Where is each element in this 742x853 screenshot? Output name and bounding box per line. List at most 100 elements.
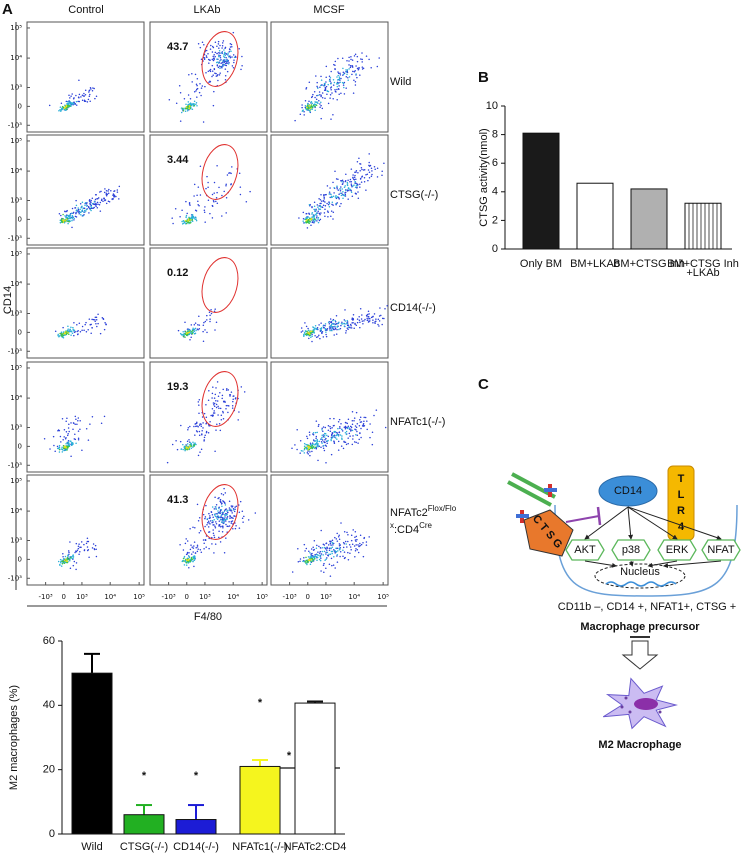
event-dot (215, 517, 218, 519)
event-dot (66, 556, 69, 559)
event-dot (303, 110, 305, 113)
event-dot (193, 104, 195, 107)
event-dot (325, 551, 327, 554)
event-dot (319, 550, 322, 553)
event-dot (220, 514, 223, 516)
event-dot (330, 453, 333, 456)
event-dot (166, 461, 169, 464)
event-dot (325, 85, 328, 88)
event-dot (75, 550, 77, 552)
event-dot (378, 315, 381, 317)
event-dot (305, 212, 307, 215)
event-dot (69, 328, 71, 331)
event-dot (215, 321, 218, 323)
event-dot (243, 391, 246, 393)
event-dot (338, 93, 340, 96)
event-dot (368, 164, 370, 167)
event-dot (226, 387, 228, 390)
event-dot (77, 437, 80, 439)
event-dot (307, 327, 309, 330)
event-dot (225, 183, 227, 186)
event-dot (203, 436, 206, 439)
event-dot (87, 205, 90, 208)
event-dot (315, 208, 317, 210)
event-dot (211, 75, 213, 78)
event-dot (359, 186, 361, 188)
event-dot (105, 194, 108, 197)
event-dot (60, 448, 63, 450)
event-dot (324, 208, 326, 211)
event-dot (348, 76, 351, 78)
event-dot (226, 174, 229, 176)
event-dot (79, 330, 82, 333)
event-dot (195, 90, 197, 92)
event-dot (78, 79, 80, 82)
event-dot (179, 543, 181, 546)
event-dot (317, 551, 319, 553)
plot-frame (149, 247, 268, 359)
event-dot (318, 552, 321, 554)
event-dot (190, 332, 192, 334)
event-dot (63, 428, 66, 431)
annotation: * (287, 750, 292, 762)
event-dot (333, 186, 335, 189)
event-dot (64, 438, 67, 440)
event-dot (75, 568, 77, 571)
event-dot (181, 334, 183, 336)
event-dot (182, 448, 184, 451)
event-dot (346, 546, 348, 548)
event-dot (350, 325, 352, 327)
event-dot (69, 560, 71, 562)
event-dot (307, 453, 310, 455)
event-dot (217, 66, 220, 69)
event-dot (347, 418, 350, 421)
event-dot (75, 100, 78, 103)
event-dot (360, 58, 362, 60)
row-label: NFATc2Flox/Flo (390, 504, 457, 519)
event-dot (86, 101, 89, 103)
event-dot (337, 435, 340, 437)
event-dot (209, 520, 212, 522)
event-dot (333, 192, 335, 194)
event-dot (187, 554, 190, 557)
event-dot (95, 548, 97, 550)
event-dot (75, 104, 78, 106)
event-dot (339, 188, 341, 190)
antibody (507, 480, 552, 507)
event-dot (67, 439, 70, 442)
event-dot (328, 322, 331, 325)
event-dot (103, 197, 105, 200)
event-dot (306, 227, 309, 229)
event-dot (320, 200, 323, 202)
y-tick-label: -10³ (8, 234, 22, 242)
event-dot (355, 535, 358, 538)
event-dot (354, 539, 357, 541)
event-dot (359, 416, 362, 419)
event-dot (363, 176, 366, 179)
event-dot (296, 428, 298, 431)
event-dot (95, 323, 97, 325)
event-dot (207, 186, 209, 189)
event-dot (342, 193, 345, 196)
event-dot (208, 522, 210, 524)
event-dot (339, 427, 341, 430)
event-dot (188, 73, 190, 76)
event-dot (189, 204, 191, 206)
event-dot (67, 550, 70, 552)
event-dot (211, 408, 214, 410)
event-dot (338, 85, 340, 87)
event-dot (194, 322, 197, 324)
row-label: CD14(-/-) (390, 302, 436, 314)
event-dot (202, 539, 205, 541)
event-dot (205, 55, 208, 57)
event-dot (322, 543, 325, 545)
event-dot (209, 80, 212, 83)
event-dot (332, 181, 334, 184)
event-dot (326, 328, 329, 330)
event-dot (188, 439, 190, 441)
event-dot (312, 445, 315, 448)
event-dot (215, 521, 217, 523)
event-dot (329, 196, 331, 199)
kinase-shape (565, 539, 605, 561)
event-dot (355, 73, 357, 75)
